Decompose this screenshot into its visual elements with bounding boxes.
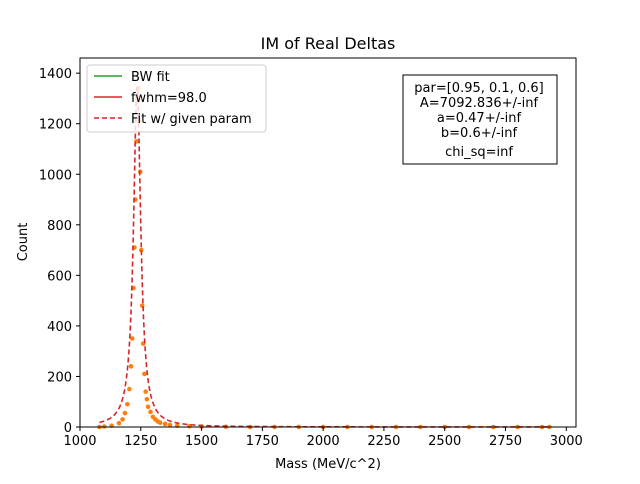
legend-label-fwhm: fwhm=98.0 — [131, 91, 207, 106]
data-point — [129, 336, 135, 341]
data-point — [128, 364, 134, 369]
data-point — [102, 424, 107, 429]
x-tick-label: 1750 — [246, 434, 279, 449]
y-tick-label: 200 — [47, 370, 72, 385]
y-tick-label: 1400 — [39, 67, 72, 82]
fit-param-line: par=[0.95, 0.1, 0.6] — [414, 81, 543, 96]
data-point — [125, 401, 130, 407]
data-point — [162, 421, 168, 427]
plot-frame — [79, 57, 577, 428]
data-point — [143, 389, 148, 394]
y-tick-label: 400 — [47, 320, 72, 335]
fit-parameters-box: par=[0.95, 0.1, 0.6] A=7092.836+/-inf a=… — [402, 74, 558, 165]
x-tick-label: 2250 — [367, 434, 400, 449]
chart-title: IM of Real Deltas — [261, 34, 396, 53]
x-tick-label: 1250 — [124, 434, 157, 449]
y-tick-label: 800 — [47, 219, 72, 234]
data-point — [127, 386, 132, 392]
x-axis-label: Mass (MeV/c^2) — [275, 457, 381, 472]
y-tick-label: 600 — [47, 269, 72, 284]
x-tick-label: 2000 — [307, 434, 340, 449]
data-point — [167, 422, 173, 428]
data-point — [120, 417, 125, 422]
data-point — [157, 420, 163, 426]
data-point — [145, 404, 151, 410]
x-tick-label: 2750 — [489, 434, 522, 449]
legend-box — [86, 64, 267, 133]
fit-param-line: a=0.47+/-inf — [437, 111, 522, 126]
fit-param-line: b=0.6+/-inf — [441, 126, 518, 141]
data-point — [144, 396, 150, 402]
x-tick-label: 1500 — [185, 434, 218, 449]
legend: BW fit fwhm=98.0 Fit w/ given param — [86, 64, 267, 133]
data-point — [142, 371, 147, 377]
legend-label-given-param: Fit w/ given param — [131, 112, 252, 127]
y-axis-label: Count — [16, 223, 31, 262]
fit-param-line: A=7092.836+/-inf — [420, 96, 539, 111]
x-tick-label: 3000 — [550, 434, 583, 449]
y-tick-label: 0 — [64, 421, 72, 436]
y-tick-label: 1200 — [39, 118, 72, 133]
x-tick-label: 1000 — [63, 434, 96, 449]
x-axis: 1000 1250 1500 1750 2000 2250 2500 2750 3000 — [63, 427, 583, 449]
data-point — [122, 410, 128, 416]
y-axis: 0 200 400 600 800 1000 1200 1400 — [39, 67, 80, 436]
fit-parameters-frame — [402, 74, 558, 165]
data-point — [148, 409, 153, 415]
data-point — [116, 420, 122, 426]
legend-label-bw-fit: BW fit — [131, 70, 170, 85]
y-tick-label: 1000 — [39, 168, 72, 183]
data-point — [138, 247, 144, 253]
fit-param-line: chi_sq=inf — [445, 145, 513, 160]
x-tick-label: 2500 — [428, 434, 461, 449]
